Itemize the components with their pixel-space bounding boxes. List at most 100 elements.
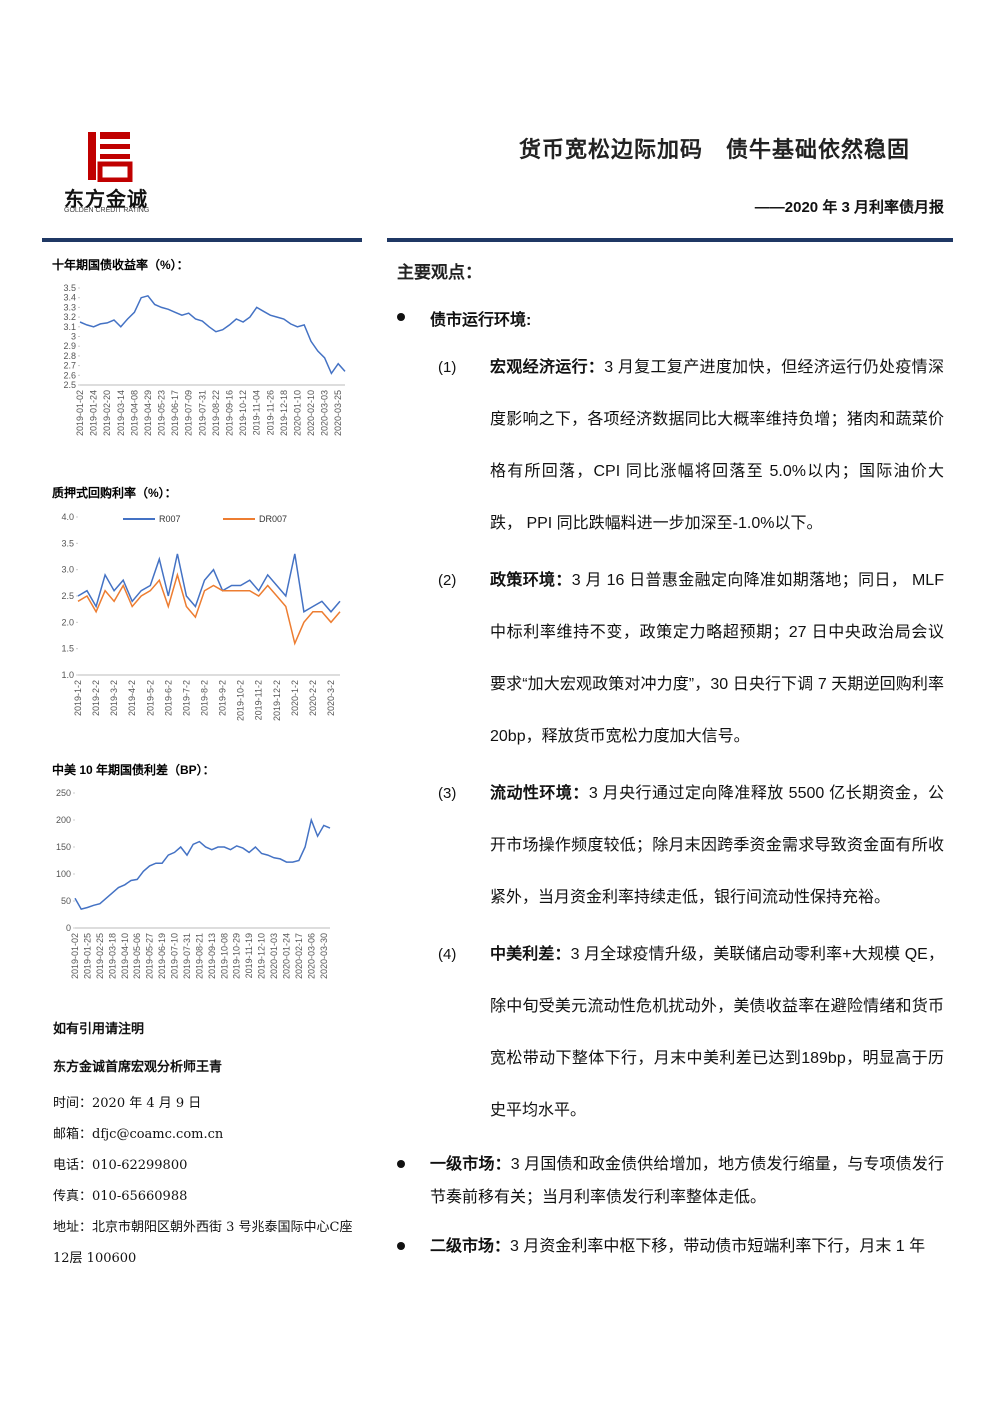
x-tick-label: 2019-07-31	[182, 933, 192, 979]
x-tick-label: 2019-02-25	[95, 933, 105, 979]
y-tick-label: 200	[56, 815, 71, 825]
item-num: (2)	[438, 572, 457, 589]
y-tick-label: 50	[61, 896, 71, 906]
x-tick-label: 2019-11-19	[244, 933, 254, 978]
y-tick-label: 3.2	[63, 312, 76, 322]
series-line	[79, 294, 346, 375]
y-tick-label: 3.4	[63, 293, 76, 303]
y-tick-label: 2.5	[61, 591, 74, 601]
x-tick-label: 2020-1-2	[290, 680, 300, 716]
x-tick-label: 2020-03-30	[319, 933, 329, 979]
x-tick-label: 2019-06-19	[157, 933, 167, 979]
x-tick-label: 2019-07-09	[184, 390, 194, 436]
bullet	[397, 313, 405, 321]
chart: 质押式回购利率（%）： 1.0 1.5 2.0 2.5 3.0 3.5 4.0 2019-1-2…	[52, 485, 341, 721]
logo-icon	[88, 132, 133, 182]
x-tick-label: 2019-9-2	[218, 680, 228, 716]
x-tick-label: 2020-01-03	[269, 933, 279, 979]
contact-line: 传真：010-65660988	[53, 1189, 188, 1204]
logo-en: GOLDEN CREDIT RATING	[64, 207, 150, 214]
heading: 主要观点：	[397, 263, 482, 282]
x-tick-label: 2020-03-06	[306, 933, 316, 979]
x-tick-label: 2019-01-25	[82, 933, 92, 979]
x-tick-label: 2019-07-10	[170, 933, 180, 979]
x-tick-label: 2019-08-22	[211, 390, 221, 436]
y-tick-label: 2.8	[63, 351, 76, 361]
x-tick-label: 2019-8-2	[199, 680, 209, 716]
item-text: 3 月 16 日普惠金融定向降准如期落地；同日， MLF 中标利率维持不变，政策…	[490, 572, 944, 745]
x-tick-label: 2019-11-26	[265, 390, 275, 435]
bullet	[397, 1242, 405, 1250]
x-tick-label: 2019-09-16	[224, 390, 234, 436]
section-text: 3 月资金利率中枢下移，带动债市短端利率下行，月末 1 年	[510, 1238, 926, 1255]
item-label: 中美利差：	[490, 946, 571, 963]
section-label: 债市运行环境:	[430, 312, 532, 329]
chart-title: 中美 10 年期国债利差（BP）：	[52, 762, 215, 777]
x-tick-label: 2019-04-08	[129, 390, 139, 436]
series-line	[77, 553, 341, 614]
note: 如有引用请注明	[53, 1021, 145, 1036]
x-tick-label: 2019-08-21	[194, 933, 204, 979]
x-tick-label: 2019-12-2	[272, 680, 282, 721]
section: 一级市场：3 月国债和政金债供给增加，地方债发行缩量，与专项债发行节奏前移有关；…	[430, 1148, 944, 1214]
item-label: 流动性环境：	[490, 785, 589, 802]
logo-name: 东方金诚	[64, 187, 148, 211]
x-tick-label: 2019-07-31	[197, 390, 207, 436]
x-tick-label: 2019-3-2	[109, 680, 119, 716]
y-tick-label: 2.6	[63, 370, 76, 380]
y-tick-label: 3.3	[63, 302, 76, 312]
y-tick-label: 3.5	[63, 283, 76, 293]
y-tick-label: 4.0	[61, 512, 74, 522]
analyst: 东方金诚首席宏观分析师王青	[53, 1059, 223, 1074]
chart-title: 质押式回购利率（%）：	[52, 485, 177, 500]
x-tick-label: 2019-4-2	[127, 680, 137, 716]
x-tick-label: 2019-10-29	[232, 933, 242, 979]
contact-line: 地址：北京市朝阳区朝外西街 3 号兆泰国际中心C座12层 100600	[53, 1220, 353, 1266]
bullet	[397, 1160, 405, 1168]
legend-label: DR007	[259, 514, 287, 524]
x-tick-label: 2019-05-06	[132, 933, 142, 979]
item-label: 宏观经济运行：	[490, 359, 605, 376]
x-tick-label: 2020-03-25	[333, 390, 343, 436]
item-text: 3 月复工复产进度加快，但经济运行仍处疫情深度影响之下，各项经济数据同比大概率维…	[490, 359, 944, 532]
x-tick-label: 2019-09-13	[207, 933, 217, 979]
section-label: 二级市场：	[430, 1238, 511, 1255]
y-tick-label: 3	[71, 332, 76, 342]
y-tick-label: 2.0	[61, 617, 74, 627]
y-tick-label: 3.0	[61, 565, 74, 575]
x-tick-label: 2020-01-24	[281, 933, 291, 979]
x-tick-label: 2020-01-10	[292, 390, 302, 436]
x-tick-label: 2019-04-10	[120, 933, 130, 979]
x-tick-label: 2020-02-17	[294, 933, 304, 979]
x-tick-label: 2019-05-27	[145, 933, 155, 979]
y-tick-label: 250	[56, 788, 71, 798]
x-tick-label: 2019-04-29	[143, 390, 153, 436]
x-tick-label: 2019-10-12	[238, 390, 248, 436]
rule	[42, 238, 362, 242]
contact-line: 邮箱：dfjc@coamc.com.cn	[53, 1127, 224, 1142]
x-tick-label: 2019-02-20	[102, 390, 112, 436]
contact-line: 电话：010-62299800	[53, 1158, 188, 1173]
legend-label: R007	[159, 514, 181, 524]
y-tick-label: 1.5	[61, 644, 74, 654]
x-tick-label: 2019-01-02	[75, 390, 85, 436]
rule	[387, 238, 953, 242]
y-tick-label: 3.1	[63, 322, 76, 332]
x-tick-label: 2019-06-17	[170, 390, 180, 436]
y-tick-label: 2.7	[63, 361, 76, 371]
x-tick-label: 2019-1-2	[73, 680, 83, 716]
x-tick-label: 2019-01-24	[89, 390, 99, 436]
item-num: (1)	[438, 359, 457, 376]
item-text: 3 月全球疫情升级，美联储启动零利率+大规模 QE，除中旬受美元流动性危机扰动外…	[490, 946, 944, 1119]
section: 二级市场：3 月资金利率中枢下移，带动债市短端利率下行，月末 1 年	[430, 1230, 944, 1263]
chart-title: 十年期国债收益率（%）：	[52, 257, 189, 272]
item-label: 政策环境：	[490, 572, 572, 589]
x-tick-label: 2020-03-03	[320, 390, 330, 436]
x-tick-label: 2019-03-18	[107, 933, 117, 979]
item-num: (4)	[438, 946, 457, 963]
y-tick-label: 1.0	[61, 670, 74, 680]
x-tick-label: 2019-5-2	[145, 680, 155, 716]
y-tick-label: 150	[56, 842, 71, 852]
x-tick-label: 2019-11-04	[252, 390, 262, 435]
